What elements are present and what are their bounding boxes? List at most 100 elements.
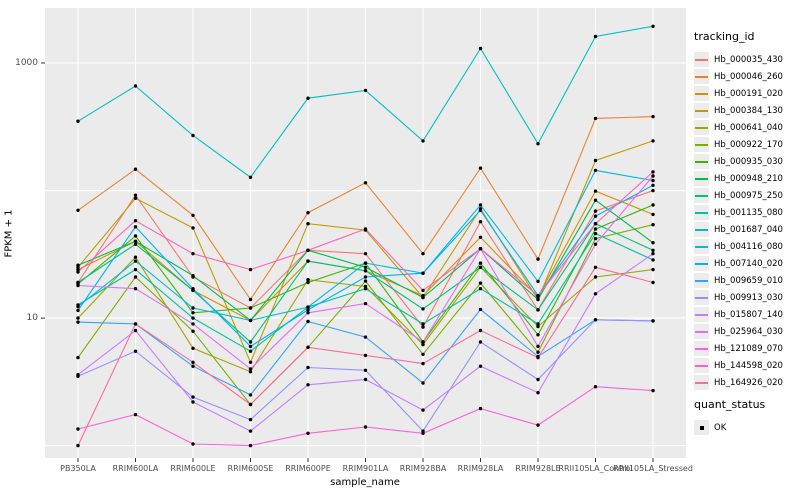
data-point xyxy=(593,168,598,173)
data-point xyxy=(593,158,598,163)
data-point xyxy=(536,142,540,146)
data-point xyxy=(593,189,598,193)
data-point xyxy=(593,292,598,296)
data-point xyxy=(248,417,253,422)
data-point xyxy=(478,166,483,170)
data-point xyxy=(593,214,598,218)
quant-legend-label: OK xyxy=(714,422,727,433)
x-tick-label: RRII105LA_Control xyxy=(558,464,633,473)
data-point xyxy=(651,114,655,119)
quant-status-legend: quant_status OK xyxy=(694,398,800,436)
data-point xyxy=(536,423,540,427)
legend-entry-label: Hb_009913_030 xyxy=(714,292,783,303)
legend-entry: Hb_009659_010 xyxy=(694,272,800,289)
data-point xyxy=(363,227,368,231)
data-point xyxy=(478,328,483,333)
data-point xyxy=(76,373,80,377)
data-point xyxy=(191,322,195,326)
data-point xyxy=(76,270,80,274)
data-point xyxy=(651,174,655,178)
data-point xyxy=(593,116,598,121)
legend-entry: Hb_004116_080 xyxy=(694,238,800,255)
legend-entry: Hb_000948_210 xyxy=(694,170,800,187)
data-point xyxy=(593,318,598,322)
data-point xyxy=(76,208,80,212)
data-point xyxy=(248,318,253,323)
data-point xyxy=(248,360,253,364)
data-point xyxy=(191,274,195,278)
data-point xyxy=(651,280,655,285)
data-point xyxy=(191,226,195,230)
data-point xyxy=(133,167,138,171)
y-tick-label: 1000 xyxy=(15,58,38,69)
data-point xyxy=(478,208,483,212)
data-point xyxy=(421,288,425,293)
data-point xyxy=(191,213,195,217)
data-point xyxy=(593,209,598,213)
legend-key-swatch xyxy=(694,205,709,220)
data-point xyxy=(536,322,540,326)
data-point xyxy=(363,335,368,339)
data-point xyxy=(363,353,368,358)
x-axis-title: sample_name xyxy=(330,477,400,488)
legend-title: tracking_id xyxy=(694,30,755,43)
data-point xyxy=(191,316,195,320)
legend-key-line xyxy=(695,75,708,78)
data-point xyxy=(191,395,195,399)
data-point xyxy=(248,306,253,310)
x-tick-label: RRIM928BA xyxy=(399,464,447,473)
data-point xyxy=(478,265,483,269)
data-point xyxy=(133,322,138,326)
y-tick-label: 10 xyxy=(26,313,38,324)
data-point xyxy=(421,381,425,385)
data-point xyxy=(536,355,540,360)
data-point xyxy=(478,247,483,251)
data-point xyxy=(191,360,195,364)
data-point xyxy=(191,252,195,256)
x-tick-label: RRIM600LE xyxy=(170,464,216,473)
legend-key-swatch xyxy=(694,120,709,135)
data-point xyxy=(191,287,195,291)
data-point xyxy=(651,388,655,393)
legend-entry: Hb_000035_430 xyxy=(694,51,800,68)
legend-key-swatch xyxy=(694,307,709,322)
data-point xyxy=(651,203,655,207)
data-point xyxy=(593,385,598,389)
data-point xyxy=(421,252,425,256)
data-point xyxy=(478,406,483,411)
quant-legend-key xyxy=(694,420,709,435)
data-point xyxy=(133,349,138,353)
legend-entry-label: Hb_025964_030 xyxy=(714,326,783,337)
legend-entry-label: Hb_001687_040 xyxy=(714,224,783,235)
data-point xyxy=(133,193,138,197)
legend-key-swatch xyxy=(694,375,709,390)
data-point xyxy=(76,316,80,320)
x-tick-label: RRIM928LE xyxy=(515,464,561,473)
data-point xyxy=(363,181,368,185)
data-point xyxy=(593,265,598,269)
data-point xyxy=(478,287,483,291)
legend-entry: Hb_001687_040 xyxy=(694,221,800,238)
legend-entry-label: Hb_000035_430 xyxy=(714,54,783,65)
legend-key-swatch xyxy=(694,69,709,84)
data-point xyxy=(536,297,540,302)
data-point xyxy=(536,377,540,382)
data-point xyxy=(478,307,483,312)
legend-entries: Hb_000035_430 Hb_000046_260 Hb_000191_020 H… xyxy=(694,51,800,391)
data-point xyxy=(421,361,425,366)
legend-entry-label: Hb_000641_040 xyxy=(714,122,783,133)
data-point xyxy=(306,383,310,387)
data-point xyxy=(248,349,253,353)
legend-entry: Hb_000191_020 xyxy=(694,85,800,102)
data-point xyxy=(478,261,483,265)
data-point xyxy=(651,252,655,256)
legend-entry-label: Hb_007140_020 xyxy=(714,258,783,269)
data-point xyxy=(593,236,598,241)
legend-entry-label: Hb_001135_080 xyxy=(714,207,783,218)
data-point xyxy=(248,402,253,407)
data-point xyxy=(306,305,310,309)
data-point xyxy=(421,139,425,143)
x-tick-label: RRIM901LA xyxy=(342,464,389,473)
data-point xyxy=(76,320,80,324)
data-point xyxy=(306,365,310,370)
